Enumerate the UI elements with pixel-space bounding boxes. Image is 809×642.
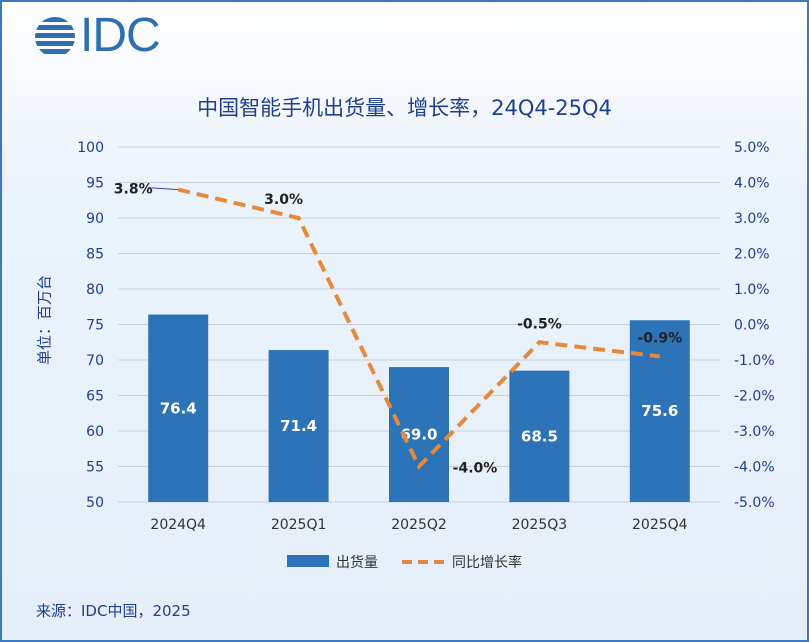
y2-tick-label: -4.0% — [734, 460, 775, 476]
bar-value-label: 69.0 — [400, 426, 437, 444]
x-tick-label: 2025Q3 — [512, 517, 568, 533]
y2-tick-label: 3.0% — [734, 211, 770, 227]
x-tick-label: 2025Q4 — [632, 517, 688, 533]
bar — [629, 320, 690, 502]
y2-tick-label: 0.0% — [734, 318, 770, 334]
idc-globe-logo-icon — [35, 17, 75, 54]
legend-label: 同比增长率 — [452, 554, 522, 571]
legend-bar-swatch — [287, 555, 329, 567]
line-value-label: -0.5% — [517, 316, 562, 332]
chart-title: 中国智能手机出货量、增长率，24Q4-25Q4 — [197, 96, 612, 120]
y-tick-label: 70 — [86, 353, 104, 369]
y2-tick-label: 1.0% — [734, 282, 770, 298]
y-tick-label: 100 — [77, 140, 104, 156]
y-tick-label: 85 — [86, 247, 104, 263]
y2-tick-label: -1.0% — [734, 353, 775, 369]
source-note: 来源：IDC中国，2025 — [36, 602, 191, 620]
line-value-label: 3.0% — [264, 192, 303, 208]
bar — [509, 370, 570, 502]
y-tick-label: 50 — [86, 495, 104, 511]
y-tick-label: 75 — [86, 318, 104, 334]
y2-tick-label: -2.0% — [734, 389, 775, 405]
growth-line — [177, 187, 661, 470]
y-tick-label: 80 — [86, 282, 104, 298]
bar-value-label: 76.4 — [160, 399, 197, 417]
bar-value-label: 75.6 — [641, 402, 678, 420]
bar — [148, 314, 209, 502]
line-value-label: -0.9% — [637, 330, 682, 346]
y-tick-label: 55 — [86, 460, 104, 476]
bar — [389, 367, 449, 502]
y2-tick-label: -3.0% — [734, 424, 775, 440]
line-value-label: 3.8% — [114, 182, 153, 198]
x-tick-label: 2024Q4 — [150, 517, 206, 533]
y-tick-label: 60 — [86, 424, 104, 440]
y-tick-label: 90 — [86, 211, 104, 227]
leader-line — [147, 187, 179, 191]
bar-value-label: 71.4 — [280, 417, 317, 435]
y-tick-label: 65 — [86, 389, 104, 405]
legend-label: 出货量 — [336, 554, 378, 571]
idc-logo: IDC — [80, 9, 161, 62]
bar — [268, 350, 329, 502]
bar-value-label: 68.5 — [521, 427, 558, 445]
y-tick-label: 95 — [86, 176, 104, 192]
y2-tick-label: 5.0% — [734, 140, 770, 156]
y2-tick-label: -5.0% — [734, 495, 775, 511]
line-value-label: -4.0% — [453, 461, 498, 477]
y-axis-label: 单位：百万台 — [35, 274, 54, 366]
x-tick-label: 2025Q1 — [271, 517, 327, 533]
y2-tick-label: 2.0% — [734, 247, 770, 263]
x-tick-label: 2025Q2 — [391, 517, 447, 533]
y2-tick-label: 4.0% — [734, 176, 770, 192]
